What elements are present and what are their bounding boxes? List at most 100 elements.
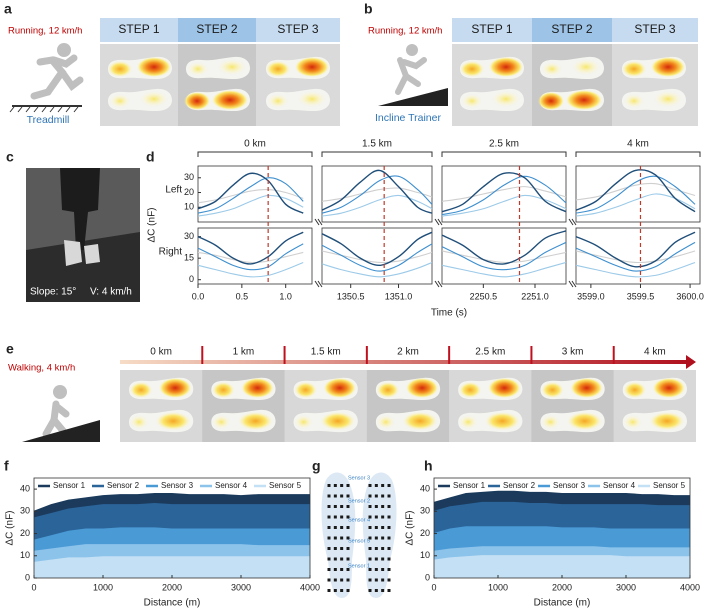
series-line bbox=[321, 231, 433, 267]
heatmap-cell bbox=[612, 44, 698, 126]
y-tick-label: 10 bbox=[420, 550, 430, 560]
sensor-dot bbox=[387, 536, 391, 540]
plot-frame bbox=[197, 165, 313, 223]
sensor-dot bbox=[387, 589, 391, 592]
sensor-dot bbox=[333, 568, 337, 571]
sensor-label: Sensor 3 bbox=[348, 475, 370, 481]
plot-frame bbox=[197, 227, 313, 285]
series-line bbox=[321, 169, 433, 214]
sensor-dot bbox=[340, 494, 344, 498]
x-tick-label: 3600.0 bbox=[676, 291, 704, 301]
y-tick-label: 0 bbox=[189, 274, 194, 284]
y-tick-label: 10 bbox=[20, 550, 30, 560]
x-tick-label: 0.5 bbox=[236, 291, 249, 301]
sensor-dot bbox=[381, 505, 385, 508]
panel-label: d bbox=[146, 149, 155, 165]
sensor-dot bbox=[374, 578, 378, 582]
sensor-dot bbox=[374, 568, 378, 571]
y-axis-label: ΔC (nF) bbox=[405, 510, 416, 545]
sensor-dot bbox=[368, 494, 372, 498]
x-tick-label: 2000 bbox=[162, 582, 182, 592]
panel-label: c bbox=[6, 149, 14, 165]
series-line bbox=[197, 251, 304, 264]
sensor-dot bbox=[381, 536, 385, 540]
segment-title: 2.5 km bbox=[489, 139, 519, 150]
heatmap-cell bbox=[256, 44, 340, 126]
panel-c: c Slope: 15° V: 4 km/h bbox=[6, 149, 140, 302]
legend-label: Sensor 3 bbox=[553, 481, 586, 490]
sensor-dot bbox=[368, 505, 372, 508]
sensor-label: Sensor 1 bbox=[348, 563, 370, 569]
y-tick-label: 10 bbox=[184, 202, 194, 212]
series-line bbox=[441, 194, 567, 217]
sensor-dot bbox=[327, 589, 331, 592]
segment-title: 4 km bbox=[627, 139, 649, 150]
sensor-dot bbox=[333, 494, 337, 498]
sensor-dot bbox=[381, 578, 385, 582]
series-line bbox=[441, 230, 567, 265]
sensor-dot bbox=[327, 494, 331, 498]
sensor-dot bbox=[346, 515, 350, 519]
panel-label: g bbox=[312, 458, 321, 474]
condition: Running, 12 km/h bbox=[8, 26, 82, 37]
segment-title: 0 km bbox=[244, 139, 266, 150]
sensor-dot bbox=[368, 536, 372, 540]
sensor-dot bbox=[368, 589, 372, 592]
sensor-dot bbox=[346, 578, 350, 582]
sensor-dot bbox=[381, 515, 385, 519]
treadmill-hatch bbox=[9, 106, 79, 113]
series-line bbox=[575, 231, 696, 268]
legend-label: Sensor 4 bbox=[603, 481, 636, 490]
sensor-dot bbox=[374, 505, 378, 508]
step-header bbox=[612, 18, 698, 42]
incline-angle: 15° bbox=[426, 95, 438, 104]
heatmap-cell bbox=[178, 44, 256, 126]
runner-icon bbox=[30, 43, 84, 100]
y-tick-label: 30 bbox=[184, 172, 194, 182]
x-tick-label: 4000 bbox=[300, 582, 320, 592]
series-line bbox=[575, 261, 696, 278]
plot-frame bbox=[441, 227, 567, 285]
sensor-dot bbox=[333, 578, 337, 582]
sensor-dot bbox=[368, 515, 372, 519]
area-fill bbox=[34, 556, 310, 578]
series-line bbox=[321, 261, 433, 278]
legend-label: Sensor 2 bbox=[503, 481, 536, 490]
y-tick-label: 15 bbox=[184, 253, 194, 263]
x-tick-label: 3000 bbox=[231, 582, 251, 592]
y-tick-label: 0 bbox=[25, 572, 30, 582]
sensor-dot bbox=[327, 536, 331, 540]
sensor-dot bbox=[387, 515, 391, 519]
sensor-label: Sensor 4 bbox=[348, 517, 370, 523]
sensor-dot bbox=[340, 526, 344, 529]
sensor-dot bbox=[333, 515, 337, 519]
series-line bbox=[321, 250, 433, 264]
series-line bbox=[197, 177, 304, 214]
sensor-dot bbox=[340, 589, 344, 592]
series-line bbox=[321, 187, 433, 202]
y-tick-label: 40 bbox=[420, 483, 430, 493]
step-header bbox=[178, 18, 256, 42]
sensor-dot bbox=[381, 494, 385, 498]
sensor-dot bbox=[327, 526, 331, 529]
x-tick-label: 2000 bbox=[552, 582, 572, 592]
sensor-dot bbox=[368, 557, 372, 561]
sensor-dot bbox=[333, 505, 337, 508]
segment-bracket bbox=[441, 151, 567, 157]
series-line bbox=[575, 250, 696, 264]
row-label: Left bbox=[165, 185, 182, 196]
x-tick-label: 0.0 bbox=[192, 291, 205, 301]
sensor-dot bbox=[346, 505, 350, 508]
sensor-dot bbox=[368, 484, 372, 487]
x-tick-label: 2250.5 bbox=[470, 291, 498, 301]
sensor-dot bbox=[381, 547, 385, 550]
area-edge bbox=[433, 526, 690, 535]
panel-g: g Sensor 3 Sensor 2 Sensor 4 Sensor 5 Se… bbox=[312, 458, 397, 598]
insole-outline bbox=[362, 472, 397, 598]
sensor-dot bbox=[374, 536, 378, 540]
distance-label: 0 km bbox=[150, 347, 172, 358]
y-tick-label: 30 bbox=[184, 231, 194, 241]
sensor-dot bbox=[340, 505, 344, 508]
y-tick-label: 20 bbox=[20, 528, 30, 538]
